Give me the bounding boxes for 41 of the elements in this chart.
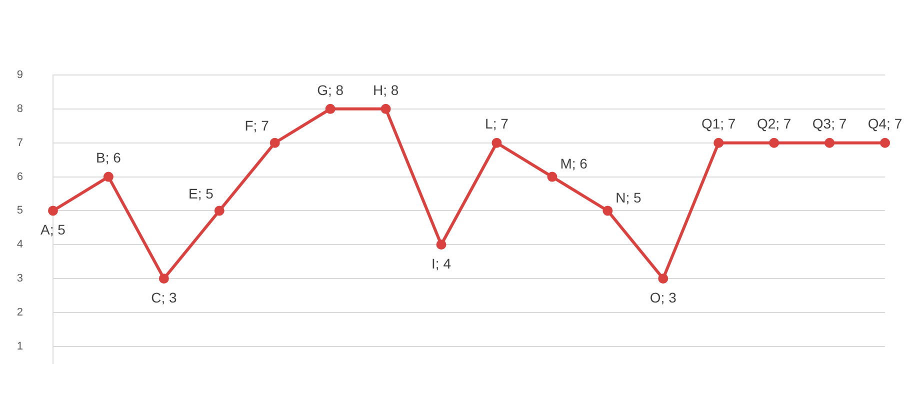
point bbox=[880, 138, 890, 148]
point bbox=[492, 138, 502, 148]
data-label: O; 3 bbox=[650, 289, 677, 306]
point bbox=[158, 274, 169, 284]
data-label: Q1; 7 bbox=[701, 116, 736, 132]
data-label: L; 7 bbox=[485, 116, 509, 132]
point bbox=[103, 172, 114, 182]
y-tick-label: 6 bbox=[16, 170, 23, 183]
point bbox=[436, 240, 446, 250]
data-label: B; 6 bbox=[96, 150, 122, 166]
y-tick-label: 9 bbox=[16, 69, 23, 82]
y-tick-label: 5 bbox=[16, 204, 23, 217]
y-tick-label: 8 bbox=[16, 102, 23, 115]
data-label: M; 6 bbox=[560, 156, 588, 172]
data-label: F; 7 bbox=[244, 118, 270, 134]
y-tick-label: 3 bbox=[16, 272, 23, 285]
data-label: C; 3 bbox=[151, 289, 177, 306]
data-label: G; 8 bbox=[317, 82, 344, 98]
point bbox=[270, 138, 280, 148]
point bbox=[214, 206, 224, 216]
y-tick-label: 2 bbox=[16, 306, 23, 319]
y-tick-label: 4 bbox=[16, 238, 23, 251]
point bbox=[769, 138, 780, 148]
point bbox=[658, 274, 668, 284]
data-label: H; 8 bbox=[372, 82, 399, 98]
point bbox=[547, 172, 558, 182]
point bbox=[325, 104, 336, 114]
point bbox=[824, 138, 835, 148]
data-label: I; 4 bbox=[432, 256, 452, 272]
y-tick-label: 7 bbox=[16, 136, 23, 149]
data-label: N; 5 bbox=[616, 190, 642, 206]
data-label: Q3; 7 bbox=[812, 116, 847, 132]
point bbox=[602, 206, 613, 216]
point bbox=[380, 104, 391, 114]
data-label: A; 5 bbox=[40, 222, 66, 238]
point bbox=[714, 138, 724, 148]
point bbox=[48, 206, 58, 216]
data-label: Q4; 7 bbox=[868, 116, 902, 132]
y-tick-label: 1 bbox=[16, 340, 23, 352]
data-label: Q2; 7 bbox=[756, 116, 792, 132]
data-label: E; 5 bbox=[188, 186, 214, 202]
